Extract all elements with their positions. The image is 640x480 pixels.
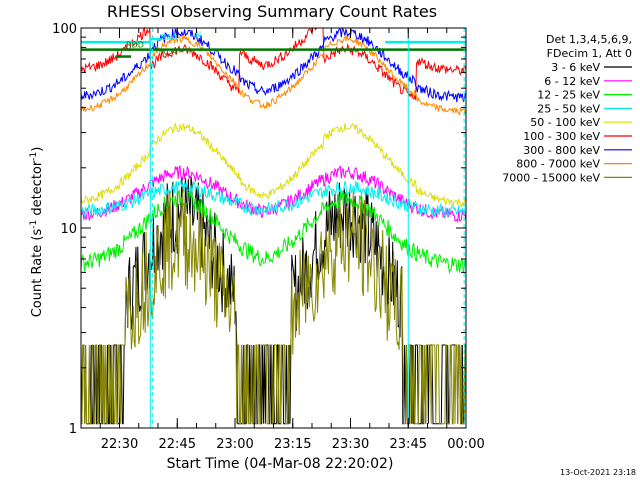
series-line-6: [80, 26, 467, 101]
chart-title: RHESSI Observing Summary Count Rates: [107, 2, 437, 21]
legend-entry-label-1: 3 - 6 keV: [551, 61, 600, 74]
y-axis-label-close: ): [30, 147, 45, 152]
series-line-7: [80, 26, 467, 103]
series-line-4: [80, 179, 467, 219]
legend-entry-label-2: 6 - 12 keV: [544, 75, 600, 88]
y-axis-label-exp: -1: [29, 220, 39, 229]
flag-label-saa: SAA: [161, 33, 178, 42]
y-axis-label-tail: detector: [30, 160, 45, 220]
legend-entry-label-3: 12 - 25 keV: [537, 89, 600, 102]
y-axis-label-exp-2: -1: [29, 152, 39, 161]
y-tick-label: 100: [52, 22, 77, 37]
flag-label-n: N: [195, 30, 201, 39]
legend-entry-label-5: 50 - 100 keV: [530, 116, 600, 129]
x-tick-label: 23:00: [216, 437, 253, 452]
legend-entry-label-7: 300 - 800 keV: [523, 144, 600, 157]
x-tick-label: 22:30: [101, 437, 138, 452]
flags-layer: SAA N RDD RD4: [81, 30, 466, 58]
legend-header-line-2: FDecim 1, Att 0: [547, 47, 632, 60]
flag-label-rd4: RD4: [161, 48, 178, 57]
y-axis-label: Count Rate (s-1 detector-1): [29, 147, 45, 318]
legend-entry-label-8: 800 - 7000 keV: [516, 158, 600, 171]
x-tick-label: 23:30: [332, 437, 369, 452]
x-tick-label: 23:45: [390, 437, 427, 452]
legend: Det 1,3,4,5,6,9, FDecim 1, Att 0 3 - 6 k…: [502, 33, 632, 184]
series-line-8: [80, 34, 467, 117]
x-tick-label: 23:15: [274, 437, 311, 452]
legend-entry-label-4: 25 - 50 keV: [537, 102, 600, 115]
legend-header-line-1: Det 1,3,4,5,6,9,: [546, 33, 632, 46]
y-ticks: 1 10 100: [52, 22, 466, 437]
flag-label-rdd: RDD: [126, 41, 144, 50]
series-layer: [80, 26, 467, 425]
x-ticks: 22:30 22:45 23:00 23:15 23:30 23:45 00:00: [80, 28, 485, 452]
x-axis-label: Start Time (04-Mar-08 22:20:02): [167, 456, 394, 472]
y-tick-label: 10: [60, 222, 77, 237]
series-line-3: [80, 188, 467, 275]
y-tick-label: 1: [69, 422, 77, 437]
x-tick-label: 22:45: [159, 437, 196, 452]
svg-text:Count Rate (s-1 detector-1): Count Rate (s-1 detector-1): [29, 147, 45, 318]
y-axis-label-main: Count Rate (s: [30, 229, 45, 318]
legend-entry-label-6: 100 - 300 keV: [523, 130, 600, 143]
legend-entry-label-9: 7000 - 15000 keV: [502, 171, 600, 184]
series-line-5: [80, 122, 467, 209]
footer-timestamp: 13-Oct-2021 23:18: [560, 468, 636, 477]
x-tick-label: 00:00: [447, 437, 484, 452]
